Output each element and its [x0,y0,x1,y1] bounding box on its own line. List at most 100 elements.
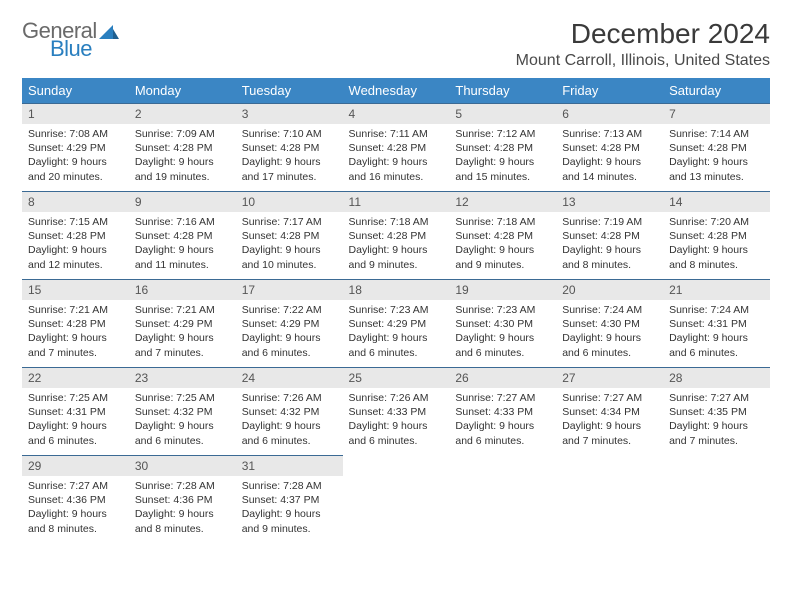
calendar-day-cell: 7Sunrise: 7:14 AMSunset: 4:28 PMDaylight… [663,104,770,192]
day-detail: Sunrise: 7:27 AMSunset: 4:35 PMDaylight:… [663,388,770,454]
day-detail: Sunrise: 7:28 AMSunset: 4:36 PMDaylight:… [129,476,236,542]
day-number: 11 [343,192,450,212]
day-detail: Sunrise: 7:11 AMSunset: 4:28 PMDaylight:… [343,124,450,190]
calendar-day-cell [449,456,556,544]
day-number: 26 [449,368,556,388]
day-detail: Sunrise: 7:27 AMSunset: 4:33 PMDaylight:… [449,388,556,454]
calendar-week-row: 29Sunrise: 7:27 AMSunset: 4:36 PMDayligh… [22,456,770,544]
day-detail: Sunrise: 7:25 AMSunset: 4:32 PMDaylight:… [129,388,236,454]
calendar-day-cell: 1Sunrise: 7:08 AMSunset: 4:29 PMDaylight… [22,104,129,192]
day-number: 27 [556,368,663,388]
day-number: 30 [129,456,236,476]
calendar-day-cell: 30Sunrise: 7:28 AMSunset: 4:36 PMDayligh… [129,456,236,544]
day-detail: Sunrise: 7:27 AMSunset: 4:36 PMDaylight:… [22,476,129,542]
day-number: 20 [556,280,663,300]
calendar-day-cell: 11Sunrise: 7:18 AMSunset: 4:28 PMDayligh… [343,192,450,280]
day-number: 3 [236,104,343,124]
day-detail: Sunrise: 7:28 AMSunset: 4:37 PMDaylight:… [236,476,343,542]
day-number: 9 [129,192,236,212]
day-number: 29 [22,456,129,476]
day-detail: Sunrise: 7:21 AMSunset: 4:29 PMDaylight:… [129,300,236,366]
calendar-day-cell: 3Sunrise: 7:10 AMSunset: 4:28 PMDaylight… [236,104,343,192]
day-number: 19 [449,280,556,300]
day-detail: Sunrise: 7:23 AMSunset: 4:30 PMDaylight:… [449,300,556,366]
day-detail: Sunrise: 7:08 AMSunset: 4:29 PMDaylight:… [22,124,129,190]
day-detail: Sunrise: 7:17 AMSunset: 4:28 PMDaylight:… [236,212,343,278]
calendar-day-cell: 14Sunrise: 7:20 AMSunset: 4:28 PMDayligh… [663,192,770,280]
day-detail: Sunrise: 7:24 AMSunset: 4:30 PMDaylight:… [556,300,663,366]
calendar-day-cell: 13Sunrise: 7:19 AMSunset: 4:28 PMDayligh… [556,192,663,280]
day-number: 21 [663,280,770,300]
day-number: 8 [22,192,129,212]
calendar-day-cell: 4Sunrise: 7:11 AMSunset: 4:28 PMDaylight… [343,104,450,192]
day-detail: Sunrise: 7:12 AMSunset: 4:28 PMDaylight:… [449,124,556,190]
calendar-day-cell: 28Sunrise: 7:27 AMSunset: 4:35 PMDayligh… [663,368,770,456]
location-subtitle: Mount Carroll, Illinois, United States [516,52,770,70]
calendar-day-cell: 22Sunrise: 7:25 AMSunset: 4:31 PMDayligh… [22,368,129,456]
calendar-day-cell: 9Sunrise: 7:16 AMSunset: 4:28 PMDaylight… [129,192,236,280]
day-number: 12 [449,192,556,212]
page-title: December 2024 [516,18,770,50]
weekday-header: Wednesday [343,78,450,104]
day-detail: Sunrise: 7:09 AMSunset: 4:28 PMDaylight:… [129,124,236,190]
calendar-day-cell: 24Sunrise: 7:26 AMSunset: 4:32 PMDayligh… [236,368,343,456]
day-number: 7 [663,104,770,124]
day-number: 18 [343,280,450,300]
logo-word-2: Blue [50,38,119,60]
logo: General Blue [22,18,119,60]
day-number: 31 [236,456,343,476]
day-detail: Sunrise: 7:27 AMSunset: 4:34 PMDaylight:… [556,388,663,454]
calendar-day-cell [343,456,450,544]
day-number: 25 [343,368,450,388]
weekday-header: Saturday [663,78,770,104]
day-detail: Sunrise: 7:18 AMSunset: 4:28 PMDaylight:… [343,212,450,278]
calendar-day-cell: 15Sunrise: 7:21 AMSunset: 4:28 PMDayligh… [22,280,129,368]
day-detail: Sunrise: 7:22 AMSunset: 4:29 PMDaylight:… [236,300,343,366]
day-detail: Sunrise: 7:25 AMSunset: 4:31 PMDaylight:… [22,388,129,454]
calendar-week-row: 8Sunrise: 7:15 AMSunset: 4:28 PMDaylight… [22,192,770,280]
calendar-day-cell: 29Sunrise: 7:27 AMSunset: 4:36 PMDayligh… [22,456,129,544]
weekday-header: Tuesday [236,78,343,104]
day-detail: Sunrise: 7:24 AMSunset: 4:31 PMDaylight:… [663,300,770,366]
day-detail: Sunrise: 7:15 AMSunset: 4:28 PMDaylight:… [22,212,129,278]
calendar-week-row: 22Sunrise: 7:25 AMSunset: 4:31 PMDayligh… [22,368,770,456]
weekday-header: Friday [556,78,663,104]
day-detail: Sunrise: 7:10 AMSunset: 4:28 PMDaylight:… [236,124,343,190]
calendar-day-cell: 21Sunrise: 7:24 AMSunset: 4:31 PMDayligh… [663,280,770,368]
day-number: 1 [22,104,129,124]
day-detail: Sunrise: 7:14 AMSunset: 4:28 PMDaylight:… [663,124,770,190]
day-number: 5 [449,104,556,124]
day-number: 4 [343,104,450,124]
calendar-table: Sunday Monday Tuesday Wednesday Thursday… [22,78,770,544]
day-number: 22 [22,368,129,388]
day-detail: Sunrise: 7:19 AMSunset: 4:28 PMDaylight:… [556,212,663,278]
weekday-header: Sunday [22,78,129,104]
calendar-day-cell [663,456,770,544]
calendar-day-cell: 12Sunrise: 7:18 AMSunset: 4:28 PMDayligh… [449,192,556,280]
calendar-day-cell: 10Sunrise: 7:17 AMSunset: 4:28 PMDayligh… [236,192,343,280]
calendar-day-cell: 31Sunrise: 7:28 AMSunset: 4:37 PMDayligh… [236,456,343,544]
calendar-day-cell: 27Sunrise: 7:27 AMSunset: 4:34 PMDayligh… [556,368,663,456]
calendar-day-cell: 5Sunrise: 7:12 AMSunset: 4:28 PMDaylight… [449,104,556,192]
calendar-day-cell: 19Sunrise: 7:23 AMSunset: 4:30 PMDayligh… [449,280,556,368]
calendar-day-cell: 2Sunrise: 7:09 AMSunset: 4:28 PMDaylight… [129,104,236,192]
calendar-day-cell: 20Sunrise: 7:24 AMSunset: 4:30 PMDayligh… [556,280,663,368]
day-detail: Sunrise: 7:20 AMSunset: 4:28 PMDaylight:… [663,212,770,278]
day-number: 17 [236,280,343,300]
day-detail: Sunrise: 7:23 AMSunset: 4:29 PMDaylight:… [343,300,450,366]
calendar-day-cell: 8Sunrise: 7:15 AMSunset: 4:28 PMDaylight… [22,192,129,280]
day-detail: Sunrise: 7:26 AMSunset: 4:33 PMDaylight:… [343,388,450,454]
day-detail: Sunrise: 7:26 AMSunset: 4:32 PMDaylight:… [236,388,343,454]
day-number: 6 [556,104,663,124]
day-number: 23 [129,368,236,388]
day-detail: Sunrise: 7:13 AMSunset: 4:28 PMDaylight:… [556,124,663,190]
day-number: 15 [22,280,129,300]
calendar-day-cell: 16Sunrise: 7:21 AMSunset: 4:29 PMDayligh… [129,280,236,368]
calendar-week-row: 1Sunrise: 7:08 AMSunset: 4:29 PMDaylight… [22,104,770,192]
calendar-day-cell: 17Sunrise: 7:22 AMSunset: 4:29 PMDayligh… [236,280,343,368]
day-number: 28 [663,368,770,388]
day-number: 24 [236,368,343,388]
weekday-header: Monday [129,78,236,104]
day-number: 14 [663,192,770,212]
header: General Blue December 2024 Mount Carroll… [22,18,770,70]
